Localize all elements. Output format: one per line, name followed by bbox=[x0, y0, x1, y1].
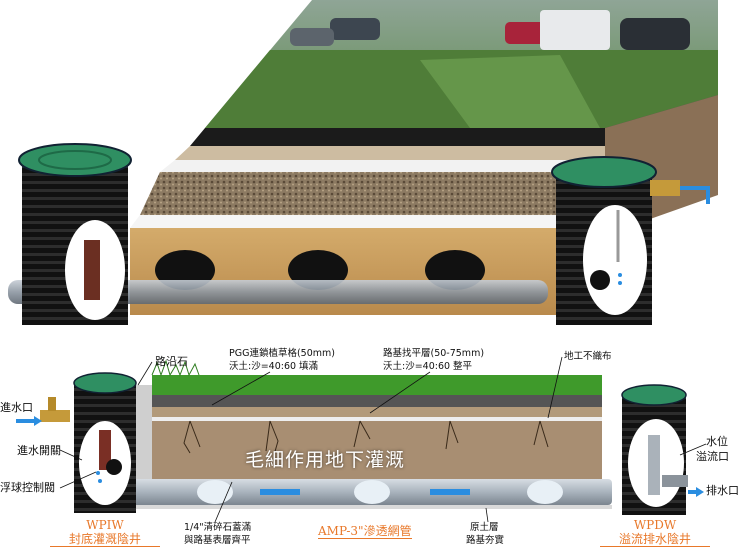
left-well-name: 封底灌溉陰井 bbox=[50, 532, 160, 547]
grass-strip bbox=[152, 375, 602, 395]
main-pipe bbox=[8, 280, 548, 304]
grid-layer bbox=[152, 395, 602, 407]
right-well-name: 溢流排水陰井 bbox=[600, 532, 710, 547]
roots bbox=[183, 420, 549, 456]
grass-grid-layer bbox=[190, 95, 718, 146]
subgrade bbox=[132, 505, 612, 509]
left-well bbox=[18, 143, 132, 325]
subgrade-label-1: 原土層 bbox=[470, 522, 499, 533]
right-well-section bbox=[621, 384, 688, 515]
drain-arrow-icon bbox=[696, 487, 704, 497]
top-illustration bbox=[8, 0, 718, 325]
drain-arrow-shaft bbox=[688, 490, 696, 494]
capillary-title: 毛細作用地下灌溉 bbox=[245, 449, 406, 471]
fabric-layer-2 bbox=[130, 215, 605, 228]
inlet-arrow-icon bbox=[34, 416, 42, 426]
leveling-layer bbox=[175, 146, 605, 160]
subgrade-label-2: 路基夯實 bbox=[466, 535, 505, 546]
parking-lot-photo bbox=[205, 0, 718, 128]
water-level-label-1: 水位 bbox=[706, 435, 728, 448]
left-well-section bbox=[73, 372, 137, 513]
pgg-label-1: PGG連鎖植草格(50mm) bbox=[229, 348, 335, 359]
leveling-layer-section bbox=[152, 407, 602, 417]
left-well-code: WPIW bbox=[86, 518, 124, 532]
water-outlet-label: 排水口 bbox=[706, 484, 739, 497]
pgg-label-2: 沃土:沙=40:60 填滿 bbox=[229, 361, 319, 372]
gravel-layer bbox=[140, 172, 605, 215]
right-well-caption: WPDW 溢流排水陰井 bbox=[600, 518, 710, 547]
pipe-caption: AMP-3"滲透網管 bbox=[318, 524, 412, 539]
float-valve-label: 浮球控制閥 bbox=[0, 481, 55, 494]
geotextile-section bbox=[152, 417, 602, 421]
gravel-label-2: 與路基表層齊平 bbox=[184, 535, 251, 546]
curb-stone-label: 路沿石 bbox=[155, 355, 188, 368]
leveling-label-1: 路基找平層(50-75mm) bbox=[383, 348, 485, 359]
gravel-label-1: 1/4"清碎石蓋滿 bbox=[184, 522, 252, 533]
right-well-code: WPDW bbox=[633, 518, 677, 532]
water-inlet-label: 進水口 bbox=[0, 401, 33, 414]
geotextile-layer bbox=[160, 160, 605, 172]
pipe-name: AMP-3"滲透網管 bbox=[318, 524, 412, 539]
left-well-caption: WPIW 封底灌溉陰井 bbox=[50, 518, 160, 547]
valve-icon bbox=[40, 397, 70, 422]
inlet-valve-label: 進水開關 bbox=[17, 444, 61, 457]
root-soil-layer bbox=[152, 421, 602, 479]
inlet-arrow-shaft bbox=[16, 419, 34, 423]
right-well bbox=[551, 156, 710, 325]
leveling-label-2: 沃土:沙=40:60 整平 bbox=[383, 361, 473, 372]
water-level-label-2: 溢流口 bbox=[696, 450, 729, 463]
geotextile-label: 地工不織布 bbox=[564, 351, 612, 362]
cross-section bbox=[40, 359, 688, 515]
